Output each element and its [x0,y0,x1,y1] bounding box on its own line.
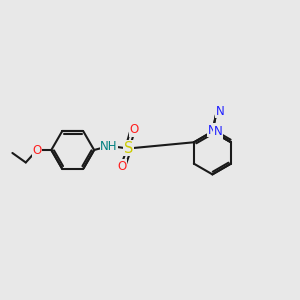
Text: O: O [130,123,139,136]
Text: O: O [117,160,126,172]
Text: N: N [216,105,225,118]
Text: N: N [213,125,222,138]
Text: O: O [32,143,42,157]
Text: NH: NH [100,140,118,153]
Text: N: N [207,124,216,137]
Text: S: S [124,141,133,156]
